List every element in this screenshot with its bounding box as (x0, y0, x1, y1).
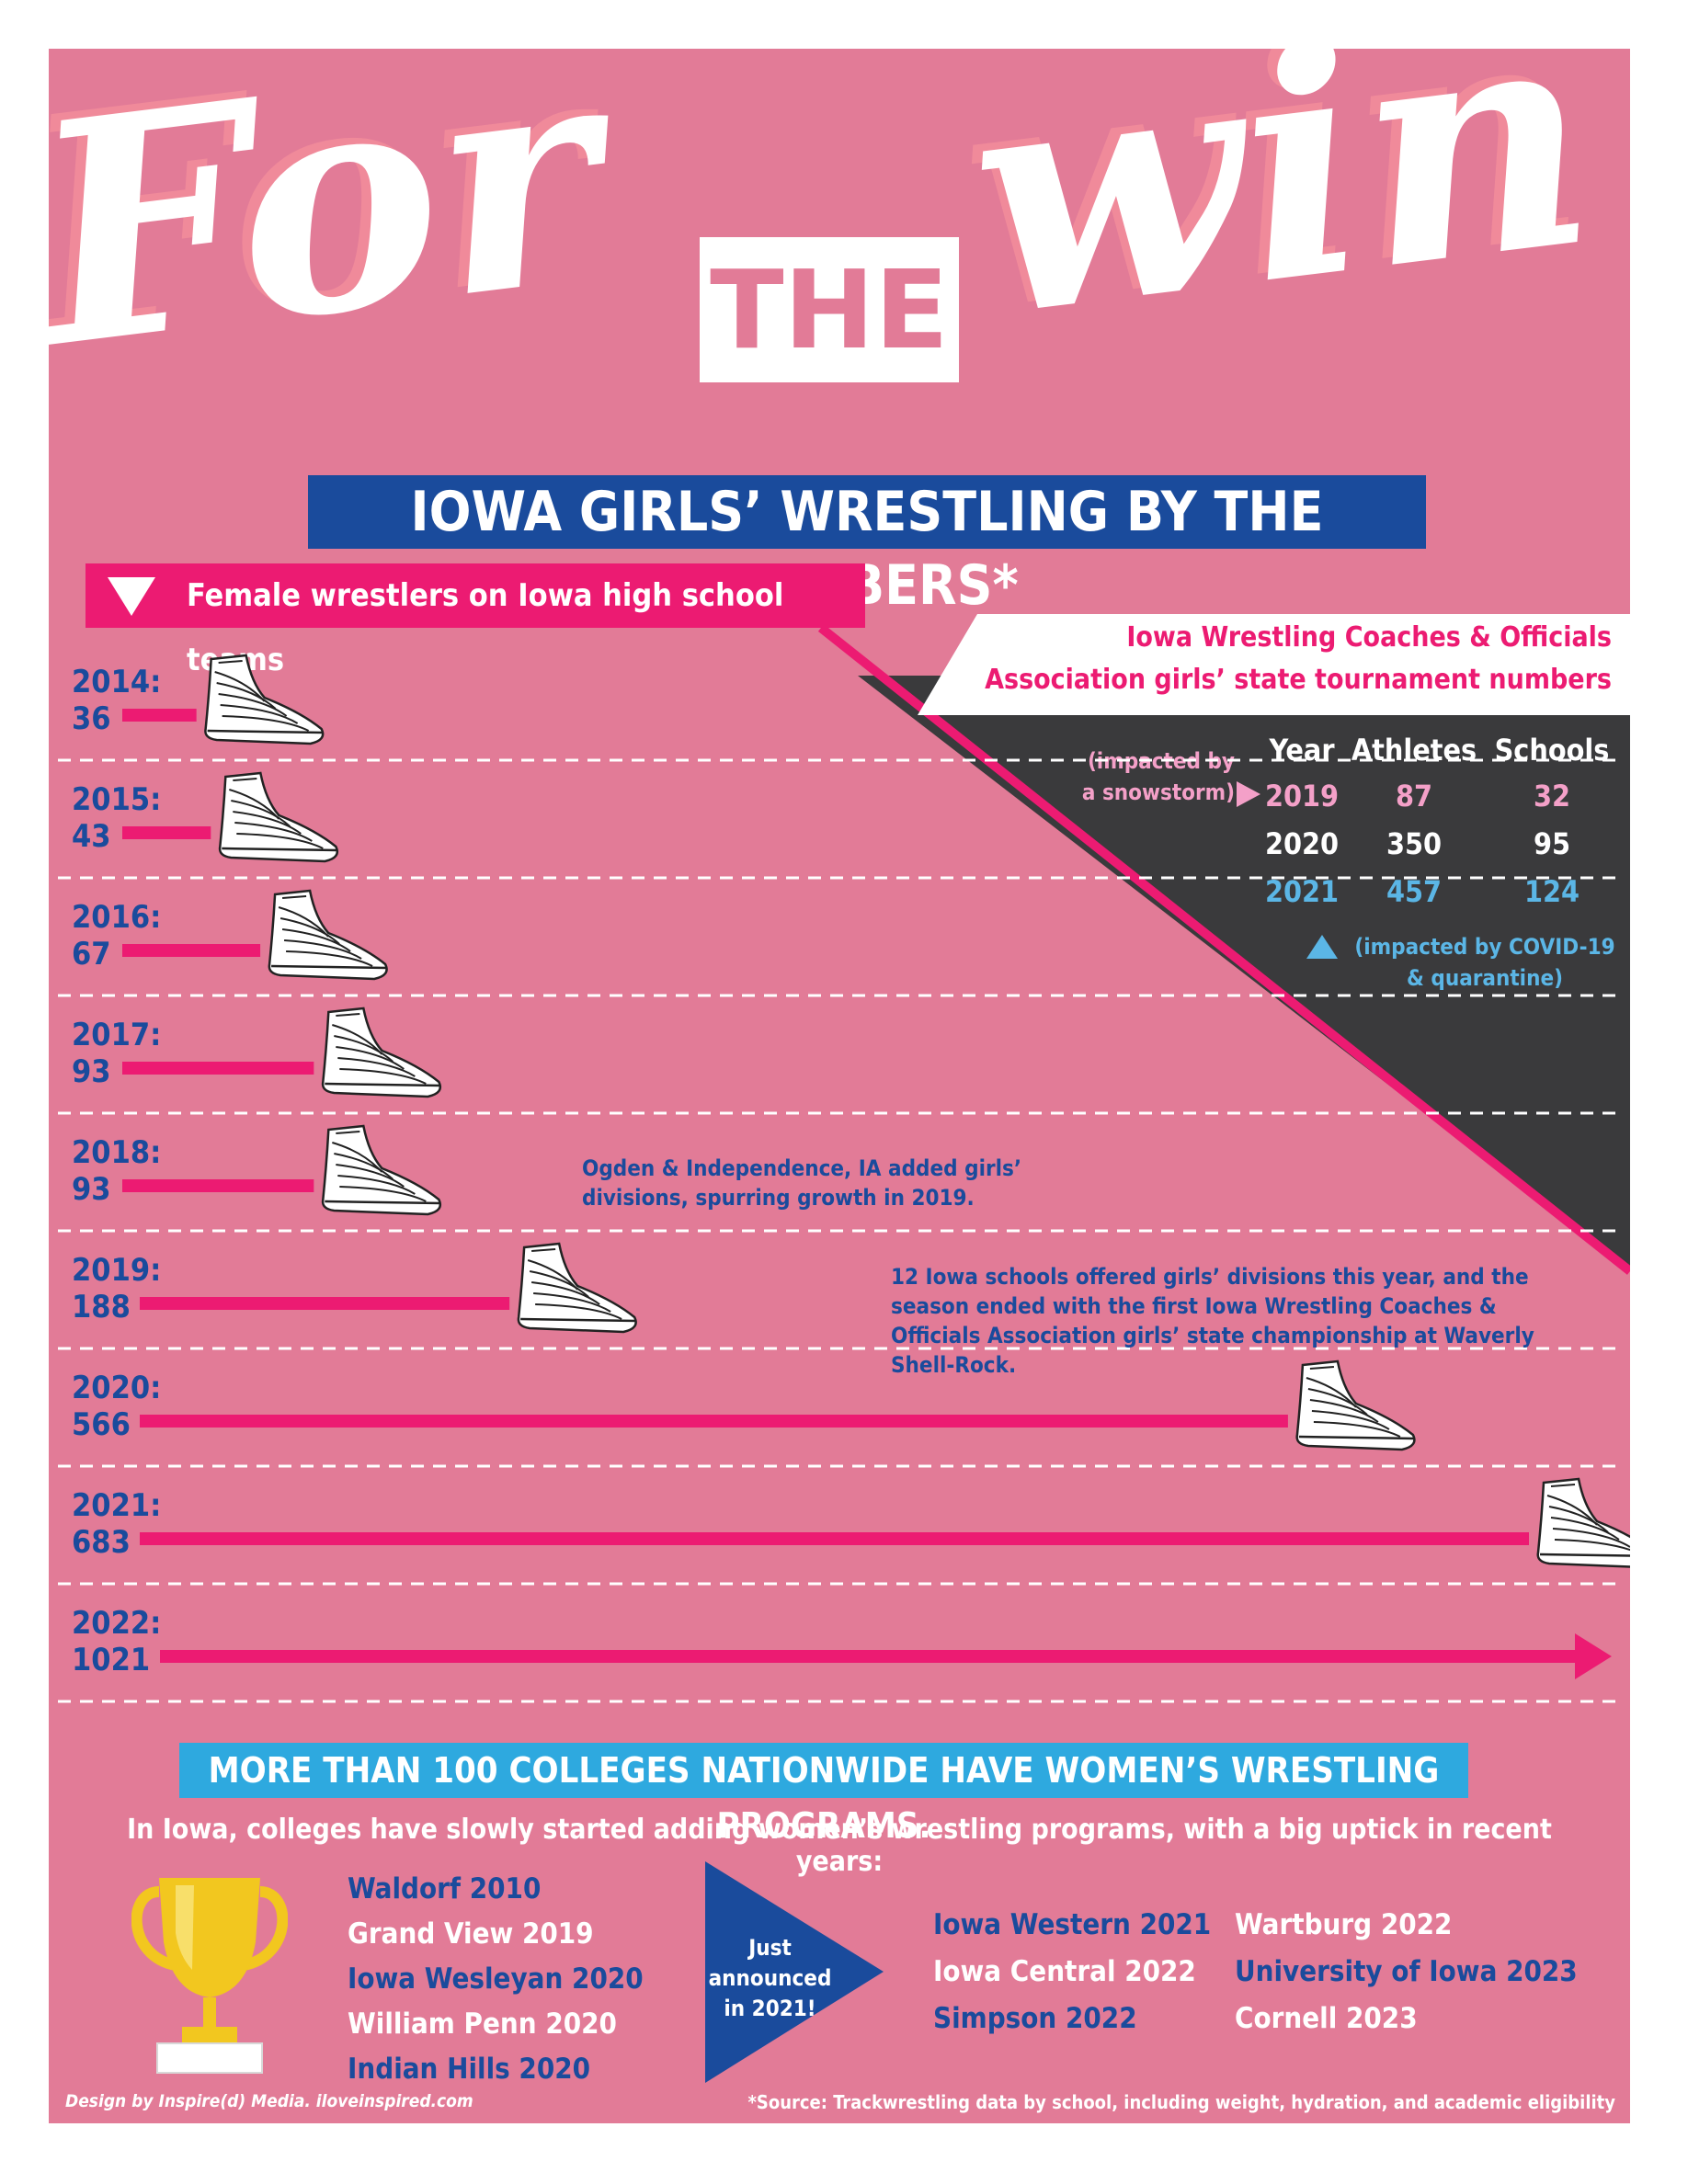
year-label: 2021: (72, 1487, 161, 1524)
tournament-title: Iowa Wrestling Coaches & Officials Assoc… (913, 617, 1612, 701)
tournament-2019-year: 2019 (1264, 779, 1340, 813)
tournament-header-schools: Schools (1494, 733, 1610, 768)
college-item: William Penn 2020 (348, 2008, 617, 2041)
wrestling-shoe-icon (218, 771, 339, 863)
covid-note-line2: & quarantine) (1407, 965, 1563, 991)
footer-source: *Source: Trackwrestling data by school, … (747, 2091, 1615, 2113)
tournament-2021-athletes: 457 (1386, 874, 1443, 909)
hero-word-the: THE (700, 237, 959, 382)
year-label: 2017: (72, 1017, 161, 1053)
tournament-2021-schools: 124 (1523, 874, 1580, 909)
value-label: 566 (72, 1406, 131, 1443)
college-item: Waldorf 2010 (348, 1872, 542, 1905)
value-label: 1021 (72, 1642, 150, 1678)
bar (122, 944, 261, 957)
tournament-covid-note: (impacted by COVID-19 & quarantine) (1347, 931, 1623, 994)
wrestling-shoe-icon (1295, 1359, 1416, 1451)
tournament-header-year: Year (1269, 733, 1335, 768)
college-item: Cornell 2023 (1235, 2002, 1418, 2035)
announced-label: Just announced in 2021! (703, 1933, 837, 2024)
college-item: University of Iowa 2023 (1235, 1955, 1578, 1988)
year-label: 2022: (72, 1605, 161, 1642)
tournament-2020-schools: 95 (1533, 826, 1571, 861)
tournament-title-line1: Iowa Wrestling Coaches & Officials (1126, 621, 1612, 654)
chart-header: Female wrestlers on Iowa high school tea… (86, 563, 865, 678)
colleges-banner: MORE THAN 100 COLLEGES NATIONWIDE HAVE W… (179, 1743, 1468, 1846)
bar (122, 1062, 314, 1075)
snow-note-line2: a snowstorm) (1081, 779, 1235, 805)
announced-label-line3: in 2021! (724, 1996, 816, 2021)
tournament-2019-schools: 32 (1533, 779, 1571, 813)
subtitle: IOWA GIRLS’ WRESTLING BY THE NUMBERS* (308, 475, 1426, 618)
annotation-2018: Ogden & Independence, IA added girls’ di… (582, 1155, 1022, 1211)
wrestling-shoe-icon (268, 889, 388, 981)
value-label: 188 (72, 1289, 131, 1325)
triangle-right-icon (1237, 781, 1260, 807)
bar (122, 709, 197, 722)
year-label: 2014: (72, 664, 161, 700)
wrestling-shoe-icon (517, 1242, 637, 1334)
bar-chart: 2014:362015:432016:672017:932018:932019:… (58, 654, 1630, 1703)
tournament-header-athletes: Athletes (1351, 733, 1477, 768)
wrestling-shoe-icon (321, 1007, 442, 1098)
value-label: 43 (72, 818, 111, 855)
year-label: 2020: (72, 1370, 161, 1406)
chart-title: Female wrestlers on Iowa high school tea… (187, 577, 784, 678)
triangle-up-icon (1306, 935, 1338, 959)
wrestling-shoe-icon (321, 1124, 442, 1216)
announced-colleges-col2: Wartburg 2022 University of Iowa 2023 Co… (1235, 1902, 1578, 2042)
footer-credit: Design by Inspire(d) Media. iloveinspire… (65, 2091, 473, 2111)
value-label: 36 (72, 700, 111, 737)
college-item: Iowa Central 2022 (933, 1955, 1196, 1988)
year-label: 2018: (72, 1134, 161, 1171)
tournament-triangle (817, 614, 1630, 1275)
college-item: Iowa Western 2021 (933, 1908, 1212, 1941)
college-item: Simpson 2022 (933, 2002, 1137, 2035)
bar (140, 1532, 1529, 1545)
wrestling-shoe-icon (1536, 1477, 1630, 1568)
college-item: Iowa Wesleyan 2020 (348, 1962, 644, 1996)
value-label: 93 (72, 1053, 111, 1090)
year-label: 2015: (72, 781, 161, 818)
value-label: 683 (72, 1524, 131, 1561)
announced-label-line2: announced (708, 1965, 832, 1991)
triangle-down-icon (108, 577, 155, 616)
covid-note-line1: (impacted by COVID-19 (1354, 934, 1615, 960)
year-label: 2016: (72, 899, 161, 936)
bar (140, 1415, 1288, 1428)
tournament-title-line2: Association girls’ state tournament numb… (985, 664, 1612, 696)
tournament-2020-athletes: 350 (1386, 826, 1443, 861)
bar (122, 1179, 314, 1192)
value-label: 93 (72, 1171, 111, 1208)
tournament-2021-year: 2021 (1264, 874, 1340, 909)
arrow-head-icon (1575, 1633, 1612, 1679)
poster: For THE win IOWA GIRLS’ WRESTLING BY THE… (49, 49, 1630, 2123)
tournament-2020-year: 2020 (1264, 826, 1340, 861)
college-item: Grand View 2019 (348, 1917, 594, 1951)
bar (160, 1650, 1580, 1663)
year-label: 2019: (72, 1252, 161, 1289)
announced-arrow-icon (705, 1861, 884, 2083)
colleges-intro: In Iowa, colleges have slowly started ad… (127, 1814, 1552, 1878)
trophy-icon (131, 1878, 288, 2074)
bar (140, 1297, 510, 1310)
announced-label-line1: Just (748, 1935, 792, 1961)
wrestling-shoe-icon (204, 654, 325, 745)
value-label: 67 (72, 936, 111, 973)
existing-colleges: Waldorf 2010 Grand View 2019 Iowa Wesley… (348, 1867, 644, 2092)
annotation-2019: 12 Iowa schools offered girls’ divisions… (891, 1264, 1534, 1378)
college-item: Wartburg 2022 (1235, 1908, 1453, 1941)
bar (122, 826, 211, 839)
college-item: Indian Hills 2020 (348, 2053, 591, 2086)
tournament-2019-athletes: 87 (1395, 779, 1433, 813)
announced-colleges-col1: Iowa Western 2021 Iowa Central 2022 Simp… (933, 1902, 1211, 2042)
